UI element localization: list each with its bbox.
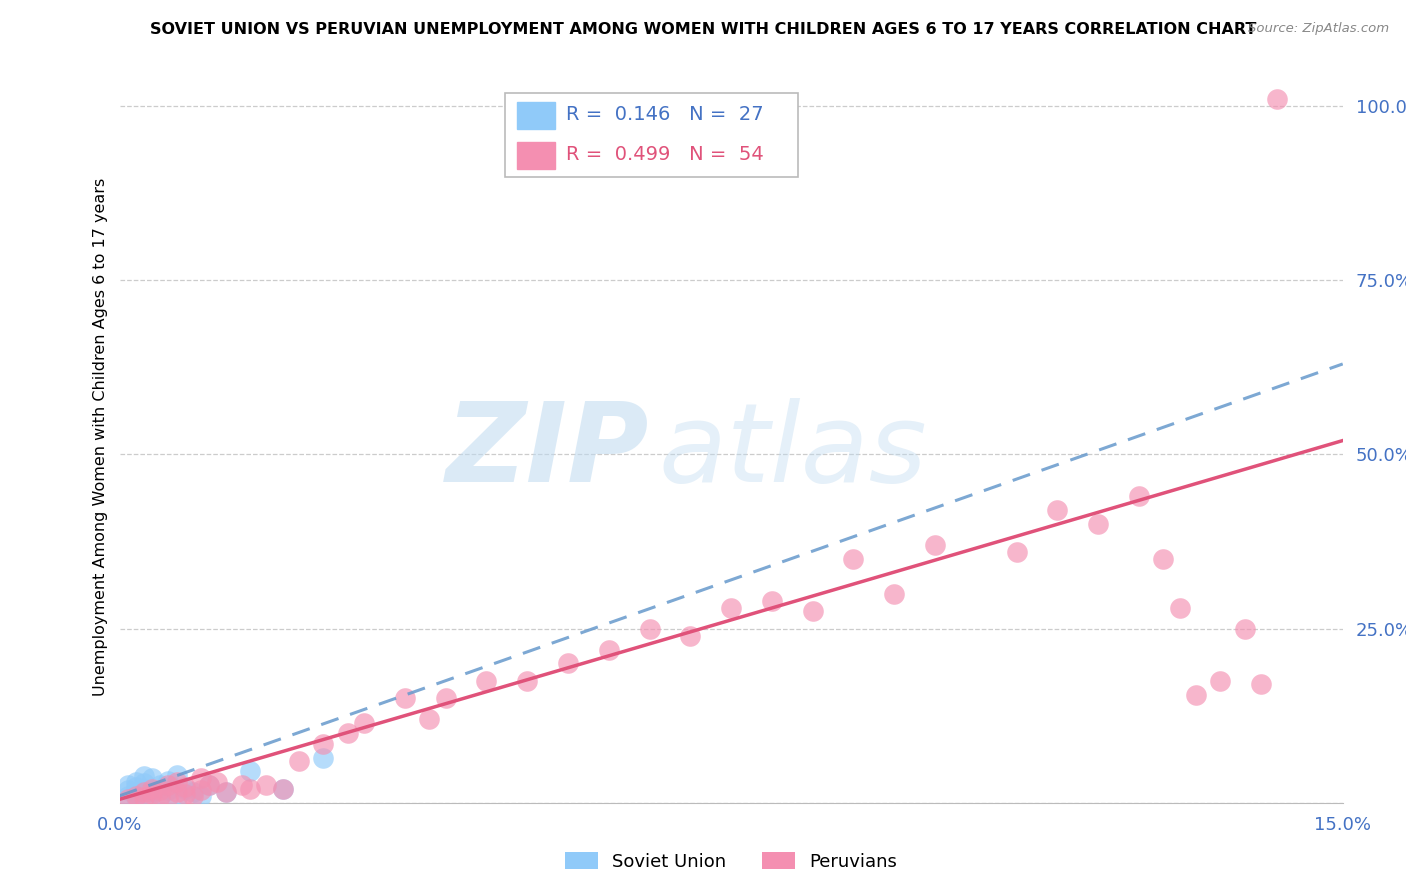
Point (166, 785, 188, 799)
Point (132, 790, 155, 805)
Legend: Soviet Union, Peruvians: Soviet Union, Peruvians (558, 845, 904, 878)
Point (166, 775, 188, 789)
Point (924, 538, 946, 552)
Point (312, 737, 335, 751)
Point (1185, 688, 1208, 702)
Point (157, 773, 180, 788)
Point (132, 776, 155, 790)
Point (1128, 489, 1150, 503)
Point (1267, 92, 1289, 106)
Text: R =  0.146   N =  27: R = 0.146 N = 27 (567, 105, 763, 124)
Point (1152, 552, 1174, 566)
Point (132, 788, 155, 802)
Text: SOVIET UNION VS PERUVIAN UNEMPLOYMENT AMONG WOMEN WITH CHILDREN AGES 6 TO 17 YEA: SOVIET UNION VS PERUVIAN UNEMPLOYMENT AM… (150, 22, 1256, 37)
Point (394, 691, 416, 706)
Point (638, 622, 661, 636)
Point (1005, 545, 1028, 559)
Point (173, 788, 195, 802)
Point (125, 789, 148, 803)
Point (1046, 503, 1069, 517)
Point (157, 783, 180, 797)
Point (132, 781, 155, 796)
Point (761, 594, 783, 608)
Point (883, 587, 905, 601)
Point (125, 790, 148, 805)
Point (434, 691, 457, 706)
Point (1168, 600, 1191, 615)
Point (271, 781, 294, 796)
Point (141, 785, 163, 799)
Text: atlas: atlas (658, 398, 927, 505)
Point (132, 769, 155, 783)
Point (117, 783, 139, 797)
Point (239, 781, 262, 796)
Point (198, 778, 221, 792)
Point (516, 673, 538, 688)
Bar (516, 102, 555, 128)
Point (418, 712, 440, 726)
Point (842, 552, 865, 566)
Point (149, 778, 172, 792)
Point (475, 673, 498, 688)
Point (214, 785, 236, 799)
Point (557, 657, 579, 671)
Point (239, 764, 262, 779)
Point (157, 790, 180, 805)
Point (288, 754, 311, 768)
Y-axis label: Unemployment Among Women with Children Ages 6 to 17 years: Unemployment Among Women with Children A… (93, 178, 108, 696)
Point (173, 780, 195, 795)
Point (141, 788, 163, 802)
Point (198, 778, 221, 792)
FancyBboxPatch shape (505, 94, 799, 178)
Point (1209, 673, 1232, 688)
Point (254, 778, 277, 792)
Point (117, 792, 139, 806)
Point (1250, 677, 1272, 691)
Point (166, 790, 188, 805)
Point (117, 789, 139, 803)
Point (181, 789, 204, 803)
Point (1087, 517, 1109, 532)
Point (125, 780, 148, 795)
Point (141, 772, 163, 786)
Point (117, 778, 139, 792)
Text: Source: ZipAtlas.com: Source: ZipAtlas.com (1249, 22, 1389, 36)
Point (132, 785, 155, 799)
Point (141, 781, 163, 796)
Text: ZIP: ZIP (446, 398, 650, 505)
Point (271, 781, 294, 796)
Point (125, 785, 148, 799)
Point (1233, 622, 1256, 636)
Point (679, 629, 702, 643)
Point (157, 778, 180, 792)
Point (190, 783, 212, 797)
Point (125, 775, 148, 789)
Point (173, 781, 195, 796)
Point (720, 600, 742, 615)
Point (149, 789, 172, 803)
Point (190, 789, 212, 803)
Text: R =  0.499   N =  54: R = 0.499 N = 54 (567, 145, 765, 164)
Point (149, 783, 172, 797)
Point (149, 789, 172, 803)
Point (801, 604, 824, 618)
Point (336, 726, 359, 740)
Point (181, 785, 204, 799)
Point (190, 772, 212, 786)
Point (598, 642, 620, 657)
Point (353, 715, 375, 730)
Point (312, 750, 335, 764)
Point (166, 768, 188, 782)
Point (207, 775, 229, 789)
Bar (516, 142, 555, 169)
Point (214, 785, 236, 799)
Point (231, 778, 253, 792)
